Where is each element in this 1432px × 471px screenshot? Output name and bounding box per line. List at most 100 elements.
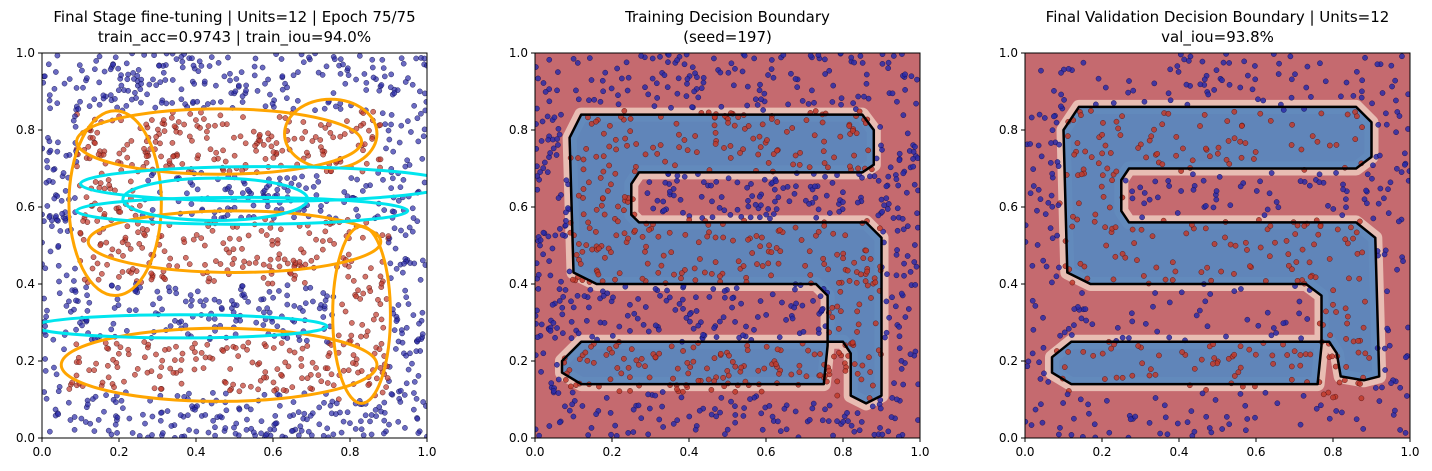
positive-point <box>603 352 610 358</box>
positive-point <box>856 108 863 115</box>
positive-point <box>830 230 837 237</box>
positive-point <box>177 367 184 374</box>
negative-point <box>400 60 407 67</box>
negative-point <box>751 326 757 333</box>
positive-point <box>121 378 127 385</box>
negative-point <box>716 205 723 211</box>
negative-point <box>725 69 732 76</box>
negative-point <box>1092 434 1099 438</box>
negative-point <box>367 418 373 425</box>
negative-point <box>740 413 747 419</box>
negative-point <box>1049 170 1056 177</box>
negative-point <box>348 175 355 181</box>
positive-point <box>855 165 861 172</box>
positive-point <box>803 373 810 380</box>
positive-point <box>342 308 349 315</box>
negative-point <box>397 184 404 191</box>
negative-point <box>71 414 78 420</box>
negative-point <box>645 431 652 438</box>
negative-point <box>378 82 385 88</box>
positive-point <box>1354 113 1360 120</box>
negative-point <box>262 80 268 87</box>
negative-point <box>1071 306 1078 312</box>
negative-point <box>540 350 547 357</box>
positive-point <box>621 230 628 237</box>
positive-point <box>601 130 607 137</box>
positive-point <box>1119 374 1126 381</box>
positive-point <box>197 125 203 131</box>
negative-point <box>284 95 290 102</box>
positive-point <box>124 141 131 148</box>
negative-point <box>1353 416 1360 423</box>
positive-point <box>854 329 860 335</box>
negative-point <box>1405 324 1410 331</box>
negative-point <box>568 298 574 305</box>
x-tick-label: 0.8 <box>1323 445 1342 459</box>
negative-point <box>1129 310 1135 317</box>
negative-point <box>554 136 560 142</box>
positive-point <box>1173 152 1179 159</box>
negative-point <box>728 60 735 67</box>
positive-point <box>240 382 246 389</box>
negative-point <box>720 314 727 321</box>
negative-point <box>388 185 395 191</box>
negative-point <box>666 294 673 301</box>
positive-point <box>106 182 113 189</box>
negative-point <box>544 169 551 175</box>
x-tick-label: 0.8 <box>833 445 852 459</box>
positive-point <box>775 260 782 267</box>
negative-point <box>47 248 54 255</box>
negative-point <box>271 426 278 433</box>
negative-point <box>659 389 666 395</box>
negative-point <box>291 214 297 221</box>
positive-point <box>750 135 757 142</box>
negative-point <box>1262 389 1269 396</box>
negative-point <box>573 87 579 94</box>
positive-point <box>368 265 374 271</box>
negative-point <box>46 177 52 184</box>
negative-point <box>708 182 714 189</box>
negative-point <box>890 215 897 221</box>
negative-point <box>140 411 146 418</box>
positive-point <box>73 372 80 379</box>
positive-point <box>1129 226 1136 233</box>
positive-point <box>586 225 593 231</box>
negative-point <box>875 212 882 219</box>
positive-point <box>182 254 189 261</box>
negative-point <box>1035 186 1042 193</box>
negative-point <box>889 294 895 301</box>
negative-point <box>164 408 171 414</box>
positive-point <box>1336 379 1343 386</box>
negative-point <box>132 89 138 96</box>
positive-point <box>1077 260 1084 267</box>
negative-point <box>256 306 262 312</box>
x-tick-label: 1.0 <box>1400 445 1419 459</box>
y-tick-label: 0.0 <box>16 431 35 445</box>
negative-point <box>756 193 763 200</box>
positive-point <box>143 153 150 160</box>
negative-point <box>1056 141 1063 148</box>
positive-point <box>569 276 576 283</box>
positive-point <box>673 120 680 127</box>
positive-point <box>192 340 198 347</box>
negative-point <box>1122 177 1129 184</box>
negative-point <box>284 282 291 289</box>
negative-point <box>664 84 671 90</box>
negative-point <box>169 100 176 106</box>
negative-point <box>57 228 64 234</box>
negative-point <box>111 305 118 311</box>
positive-point <box>1138 226 1145 233</box>
negative-point <box>159 430 166 436</box>
positive-point <box>1344 320 1350 327</box>
negative-point <box>599 77 606 84</box>
positive-point <box>1251 156 1257 162</box>
positive-point <box>120 252 126 259</box>
negative-point <box>83 284 89 291</box>
negative-point <box>1204 323 1211 330</box>
negative-point <box>1385 210 1392 217</box>
negative-point <box>747 214 754 221</box>
positive-point <box>1285 262 1292 269</box>
positive-point <box>92 179 99 185</box>
negative-point <box>1058 103 1064 110</box>
negative-point <box>545 136 552 143</box>
